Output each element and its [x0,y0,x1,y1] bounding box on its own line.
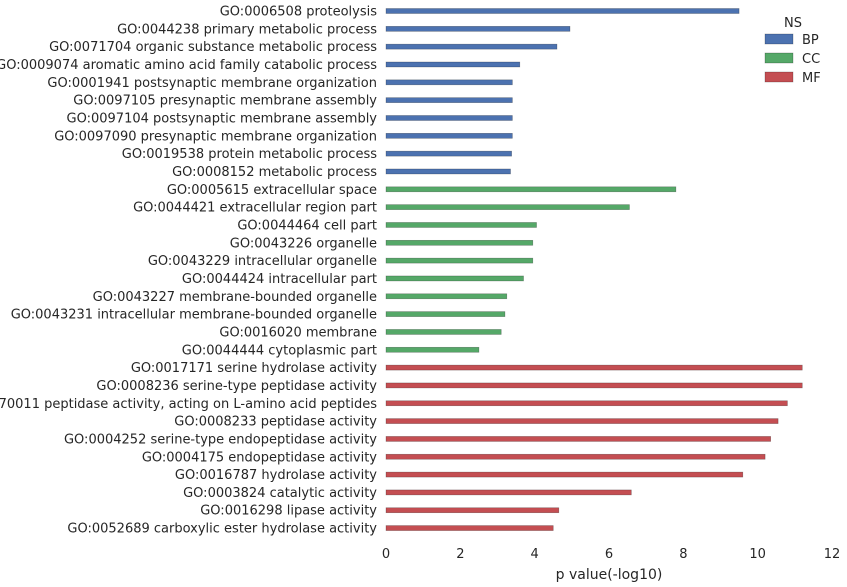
x-tick-label: 6 [605,547,613,562]
y-tick-label: GO:0043229 intracellular organelle [148,254,377,269]
legend-swatch-bp [764,33,794,45]
x-tick-label: 8 [679,547,687,562]
legend-swatch-cc [764,52,794,64]
y-tick-label: GO:0006508 proteolysis [220,5,377,20]
y-tick-label: GO:0052689 carboxylic ester hydrolase ac… [67,522,377,537]
bar-bp [385,115,513,121]
y-tick-label: GO:0044464 cell part [237,218,377,233]
y-tick-label: GO:0044421 extracellular region part [133,201,377,216]
y-tick-labels: GO:0006508 proteolysis GO:0044238 primary… [0,5,377,537]
legend-entries: BP CC MF [764,33,821,86]
x-axis-label: p value(-log10) [556,567,663,583]
y-tick-label: GO:0019538 protein metabolic process [122,147,377,162]
bar-bp [385,43,558,50]
y-tick-label: GO:0001941 postsynaptic membrane organiz… [47,76,377,91]
bar-mf [385,382,803,389]
y-tick-label: GO:0005615 extracellular space [167,183,377,198]
y-tick-label: GO:0044238 primary metabolic process [117,22,377,37]
bar-group [385,8,803,531]
bar-mf [385,489,632,496]
legend-swatch-mf [764,71,794,83]
y-tick-label: GO:0043227 membrane-bounded organelle [93,290,377,305]
bar-bp [385,97,513,103]
legend-label: CC [802,52,820,67]
bar-bp [385,79,513,86]
y-tick-label: GO:0004252 serine-type endopeptidase act… [64,432,377,447]
y-tick-label: GO:0071704 organic substance metabolic p… [49,40,377,55]
y-tick-label: GO:0004175 endopeptidase activity [142,450,377,465]
bar-cc [385,204,630,210]
bar-bp [385,8,740,14]
y-tick-label: GO:0008236 serine-type peptidase activit… [96,379,377,394]
y-tick-label: GO:0016298 lipase activity [200,504,377,519]
y-tick-label: GO:0097090 presynaptic membrane organiza… [54,129,377,144]
bar-mf [385,453,766,460]
bar-cc [385,239,534,246]
bar-cc [385,275,524,282]
x-tick-labels: 0 2 4 6 8 10 12 [382,547,840,562]
bar-cc [385,186,677,193]
y-tick-label: GO:0097104 postsynaptic membrane assembl… [67,111,378,126]
bar-bp [385,26,571,32]
x-tick-label: 4 [531,547,539,562]
y-tick-label: GO:0016787 hydrolase activity [175,468,377,483]
bar-mf [385,400,788,407]
y-tick-label: GO:0044444 cytoplasmic part [182,343,377,358]
y-tick-label: GO:0016020 membrane [219,325,377,340]
bar-cc [385,311,506,317]
y-tick-label: GO:0008152 metabolic process [172,165,377,180]
bar-bp [385,168,511,175]
bar-cc [385,293,508,300]
y-tick-label: GO:0017171 serine hydrolase activity [131,361,377,376]
y-tick-label: GO:0070011 peptidase activity, acting on… [0,397,377,412]
legend-title: NS [784,16,802,31]
y-tick-label: GO:0003824 catalytic activity [183,486,377,501]
x-tick-label: 10 [749,547,766,562]
y-tick-label: GO:0043226 organelle [230,236,377,251]
x-tick-label: 2 [456,547,464,562]
bar-cc [385,346,480,353]
bar-mf [385,436,771,442]
legend-label: MF [802,71,821,86]
bar-cc [385,329,502,335]
y-tick-label: GO:0097105 presynaptic membrane assembly [73,94,377,109]
y-tick-label: GO:0009074 aromatic amino acid family ca… [0,58,377,73]
bar-cc [385,222,537,228]
bar-bp [385,61,521,68]
bar-bp [385,150,512,157]
legend-label: BP [802,33,819,48]
legend: NS BP CC MF [764,16,821,86]
bar-mf [385,525,554,531]
bar-mf [385,471,744,478]
bar-mf [385,364,803,371]
y-tick-label: GO:0044424 intracellular part [182,272,377,287]
bar-bp [385,133,513,139]
bar-mf [385,418,779,424]
x-tick-label: 0 [382,547,390,562]
bar-mf [385,507,560,514]
x-tick-label: 12 [824,547,841,562]
y-tick-label: GO:0008233 peptidase activity [174,415,377,430]
y-tick-label: GO:0043231 intracellular membrane-bounde… [11,308,377,323]
bar-cc [385,257,534,264]
